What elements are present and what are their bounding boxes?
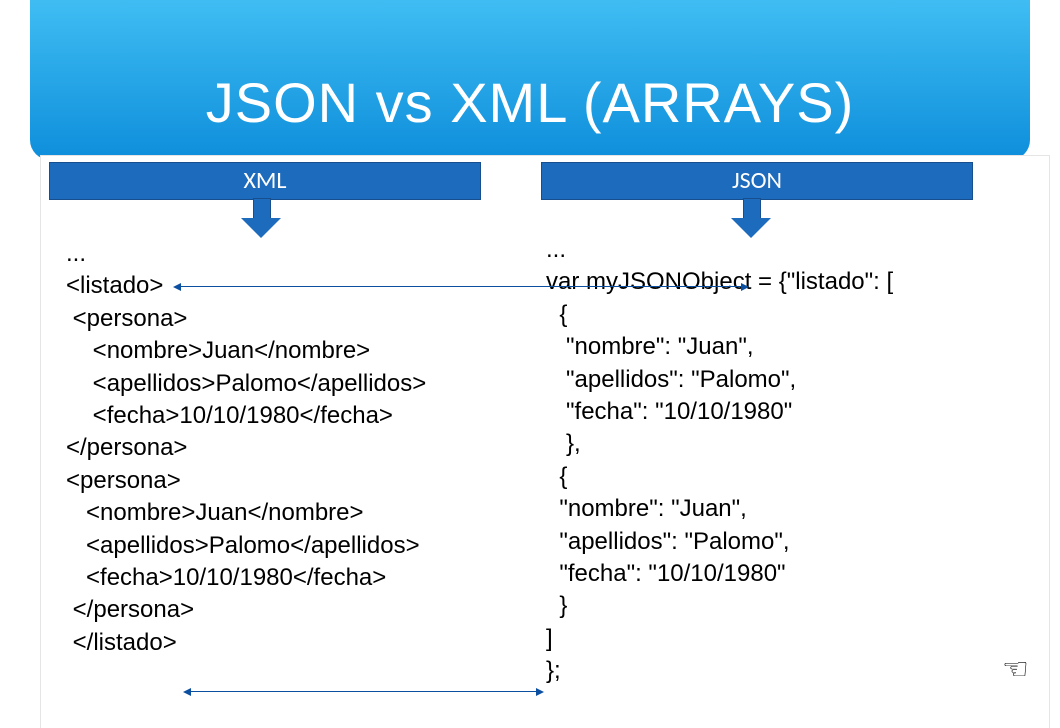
content-area: XML JSON ... <listado> <persona> <nombre…	[40, 155, 1050, 728]
json-code: ... var myJSONObject = {"listado": [ { "…	[546, 234, 1060, 687]
arrow-down-icon	[731, 198, 771, 238]
column-header-json: JSON	[541, 162, 973, 200]
slide-title: JSON vs XML (ARRAYS)	[0, 70, 1060, 135]
column-header-xml: XML	[49, 162, 481, 200]
xml-code: ... <listado> <persona> <nombre>Juan</no…	[66, 238, 426, 659]
connector-arrow-bottom	[191, 691, 536, 692]
arrow-down-icon	[241, 198, 281, 238]
connector-arrow-top	[181, 286, 741, 287]
pointing-hand-icon: ☞	[1002, 651, 1029, 688]
